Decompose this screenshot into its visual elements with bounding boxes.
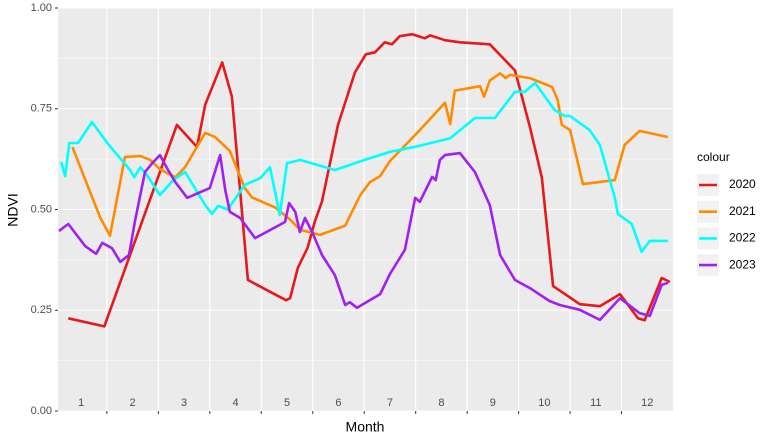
line <box>58 151 669 322</box>
x-tick-label: 5 <box>284 397 290 409</box>
legend-label: 2020 <box>729 177 756 191</box>
y-tick-label: 0.25 <box>31 304 52 316</box>
x-tick-label: 8 <box>438 397 444 409</box>
legend-label: 2022 <box>729 231 756 245</box>
legend-label: 2021 <box>729 204 756 218</box>
x-tick-label: 1 <box>78 397 84 409</box>
x-axis-title: Month <box>346 419 385 435</box>
x-tick-label: 12 <box>641 397 653 409</box>
y-tick-label: 1.00 <box>31 2 52 14</box>
x-tick-label: 9 <box>490 397 496 409</box>
x-tick-label: 3 <box>181 397 187 409</box>
y-tick-label: 0.75 <box>31 103 52 115</box>
x-tick-label: 4 <box>232 397 238 409</box>
y-axis-title: NDVI <box>5 193 21 226</box>
x-tick-label: 11 <box>590 397 601 409</box>
x-tick-label: 7 <box>387 397 393 409</box>
x-tick-label: 6 <box>335 397 341 409</box>
x-tick-label: 2 <box>130 397 136 409</box>
y-tick-label: 0.00 <box>31 405 52 417</box>
legend-title: colour <box>697 150 730 164</box>
line <box>59 81 668 254</box>
x-tick-label: 10 <box>538 397 550 409</box>
legend-label: 2023 <box>729 257 756 271</box>
y-tick-label: 0.50 <box>31 203 52 215</box>
line <box>68 32 671 328</box>
